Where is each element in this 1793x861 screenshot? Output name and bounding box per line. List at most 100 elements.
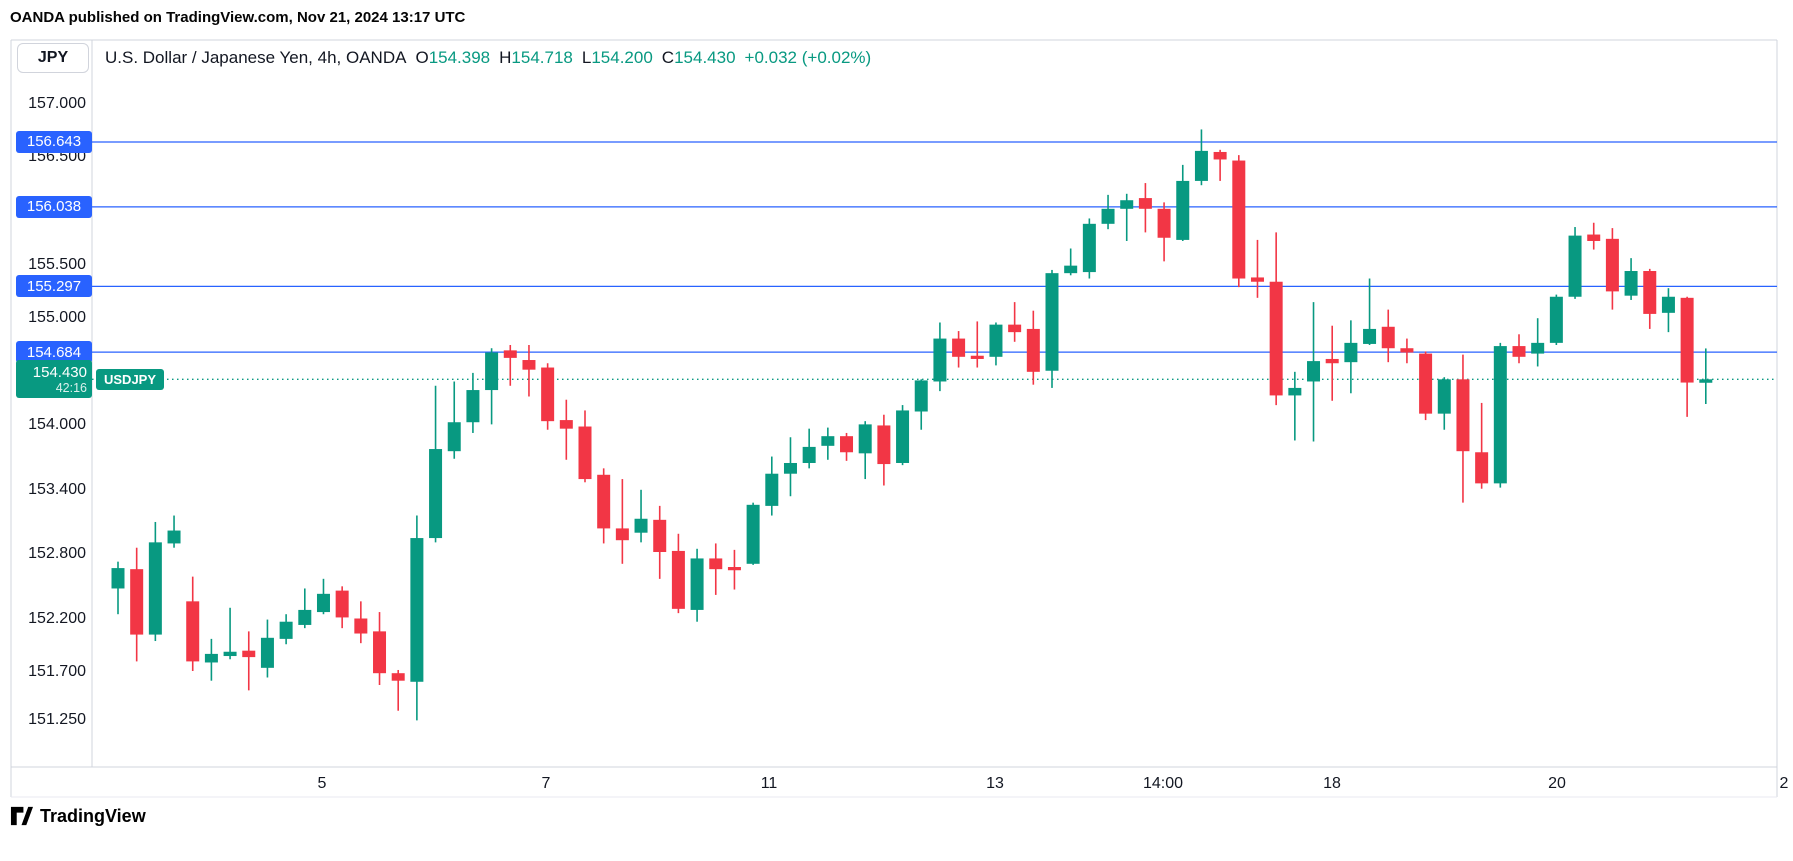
candle-up [1493,346,1507,484]
current-price-badge: 154.430 42:16 [16,360,92,399]
candle-up [316,593,330,613]
candle-down [1325,358,1339,364]
ohlc-key: O [415,48,429,67]
change-value: +0.032 (+0.02%) [744,48,872,67]
candle-up [111,568,125,589]
chart-legend[interactable]: U.S. Dollar / Japanese Yen, 4h, OANDA O15… [105,48,871,68]
candle-down [597,474,611,529]
candle-down [1008,324,1022,333]
instrument-title: U.S. Dollar / Japanese Yen, 4h, OANDA [105,48,407,67]
time-tick-label: 18 [1323,775,1341,792]
candle-up [223,651,237,657]
candle-down [522,360,536,370]
price-tick-label: 157.000 [28,94,86,112]
candle-down [335,590,349,618]
candle-down [1157,208,1171,238]
candle-up [1531,342,1545,354]
candle-down [970,355,984,359]
candle-down [952,338,966,357]
candle-down [615,528,629,541]
level-price-badge: 155.297 [16,275,92,298]
candle-up [989,324,1003,357]
time-tick-label: 11 [760,775,778,792]
ohlc-value: 154.200 [591,48,653,67]
candle-down [242,650,256,658]
ohlc-values: O154.398 H154.718 L154.200 C154.430 [406,48,735,67]
tradingview-logo[interactable]: TradingView [10,805,146,828]
candle-down [709,558,723,570]
candle-up [933,338,947,382]
price-tick-label: 155.500 [28,255,86,273]
candle-down [840,436,854,453]
candle-up [466,390,480,423]
candle-up [1568,235,1582,297]
level-price-badge: 156.643 [16,130,92,153]
candle-up [279,621,293,639]
candle-down [1269,281,1283,396]
candle-down [391,673,405,681]
candle-up [260,637,274,668]
candle-up [148,542,162,635]
candle-down [1400,348,1414,353]
candle-up [746,504,760,564]
ohlc-value: 154.398 [428,48,491,67]
candle-up [1363,328,1377,344]
candle-up [1549,296,1563,343]
candle-up [1176,180,1190,240]
price-line-label: USDJPY [96,368,165,390]
candle-up [690,558,704,610]
price-tick-label: 154.000 [28,416,86,434]
candle-up [167,530,181,544]
candle-up [1437,379,1451,414]
candle-down [1026,328,1040,372]
ohlc-value: 154.430 [674,48,736,67]
candle-up [634,518,648,533]
candle-down [1475,452,1489,484]
candle-down [186,601,200,662]
candle-down [671,550,685,609]
symbol-short-label: JPY [37,49,69,66]
price-tick-label: 155.000 [28,309,86,327]
candle-down [653,519,667,553]
tradingview-brand-text: TradingView [40,806,146,826]
candle-down [1456,379,1470,452]
publish-attribution: OANDA published on TradingView.com, Nov … [10,9,466,26]
candle-up [298,609,312,625]
candle-up [1307,361,1321,382]
candle-down [354,618,368,634]
candle-up [783,462,797,474]
candle-up [896,410,910,463]
price-tick-label: 151.250 [28,711,86,729]
candle-up [802,446,816,463]
price-tick-label: 153.400 [28,480,86,498]
candle-up [914,380,928,412]
price-tick-label: 152.200 [28,609,86,627]
candle-up [429,449,443,539]
candle-down [1381,326,1395,349]
level-price-badge: 156.038 [16,195,92,218]
candle-up [1082,223,1096,273]
ohlc-value: 154.718 [511,48,573,67]
candle-down [373,631,387,674]
candle-down [1605,238,1619,292]
candle-up [1699,379,1713,383]
candle-down [1512,346,1526,357]
candle-down [1138,198,1152,209]
candle-down [578,426,592,480]
candle-down [559,420,573,429]
candle-up [858,424,872,454]
candle-up [821,436,835,446]
level-price-badge: 154.684 [16,341,92,364]
candle-down [1232,160,1246,279]
symbol-box[interactable]: JPY [17,43,89,73]
bar-countdown: 42:16 [55,380,87,395]
time-tick-label: 5 [317,775,327,792]
price-tick-label: 152.800 [28,545,86,563]
time-tick-label: 13 [986,775,1004,792]
candle-up [1624,271,1638,296]
candle-down [727,567,741,571]
time-tick-label: 20 [1548,775,1566,792]
candle-up [410,538,424,682]
